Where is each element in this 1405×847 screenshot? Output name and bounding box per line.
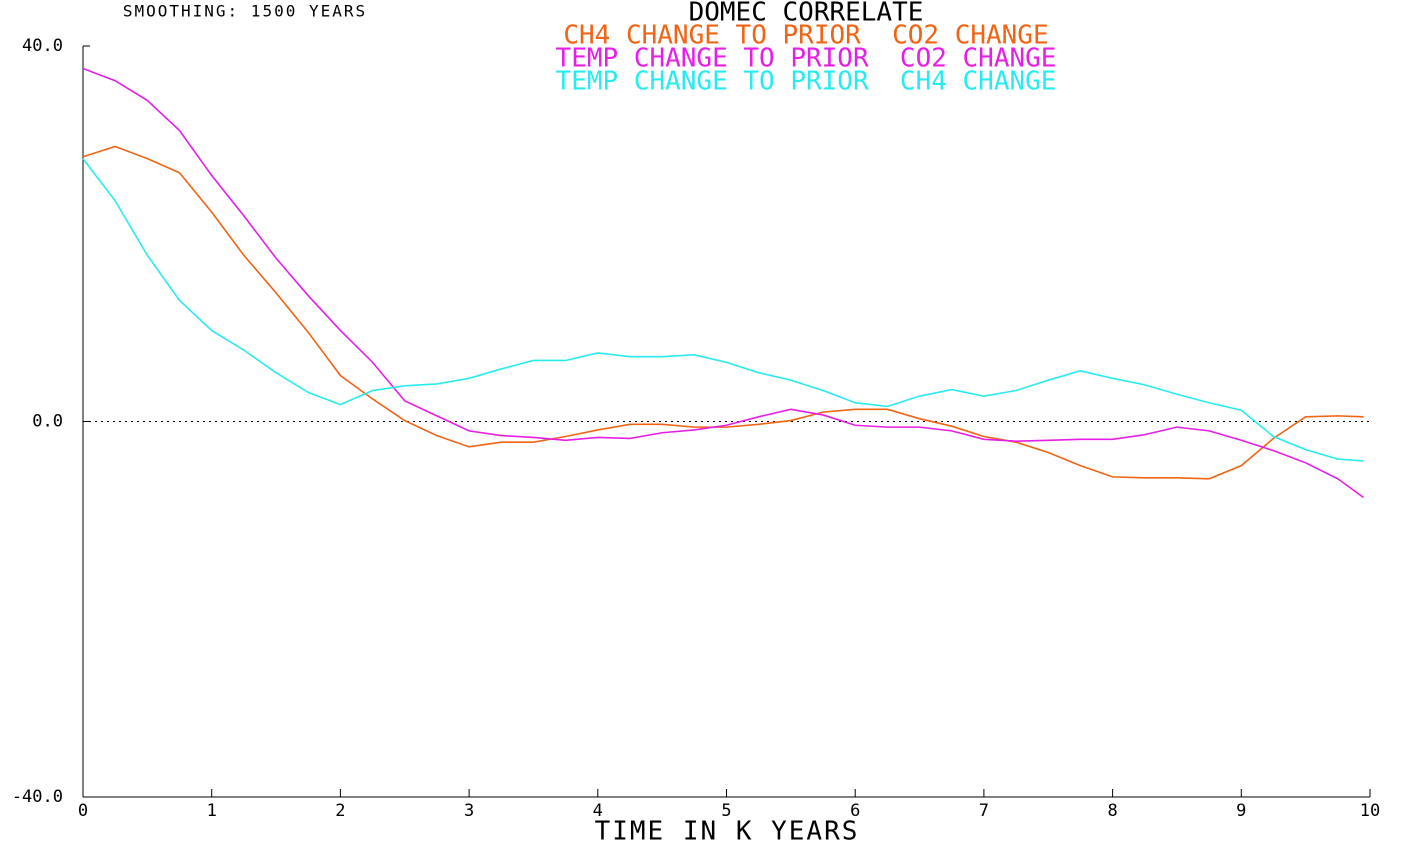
x-tick-label: 2 xyxy=(335,801,345,821)
series-line xyxy=(82,145,1364,480)
y-tick-label: -40.0 xyxy=(12,787,63,807)
x-tick-label: 4 xyxy=(593,801,603,821)
series-line xyxy=(82,158,1364,462)
x-tick-label: 7 xyxy=(979,801,989,821)
x-tick-label: 8 xyxy=(1107,801,1117,821)
x-tick-label: 6 xyxy=(850,801,860,821)
x-tick-label: 3 xyxy=(464,801,474,821)
x-axis-label: TIME IN K YEARS xyxy=(595,817,860,847)
legend-entry: TEMP CHANGE TO PRIOR CO2 CHANGE xyxy=(556,44,1057,74)
chart-title: DOMEC CORRELATE xyxy=(689,0,924,28)
x-tick-label: 10 xyxy=(1360,801,1380,821)
x-tick-label: 5 xyxy=(721,801,731,821)
legend-entry: TEMP CHANGE TO PRIOR CH4 CHANGE xyxy=(556,67,1057,97)
y-tick-label: 40.0 xyxy=(22,36,63,56)
x-tick-label: 1 xyxy=(207,801,217,821)
legend-entry: CH4 CHANGE TO PRIOR CO2 CHANGE xyxy=(563,21,1048,51)
y-tick-label: 0.0 xyxy=(32,412,63,432)
series-line xyxy=(82,67,1365,499)
x-tick-label: 0 xyxy=(78,801,88,821)
x-tick-label: 9 xyxy=(1236,801,1246,821)
smoothing-note: SMOOTHING: 1500 YEARS xyxy=(123,2,367,21)
